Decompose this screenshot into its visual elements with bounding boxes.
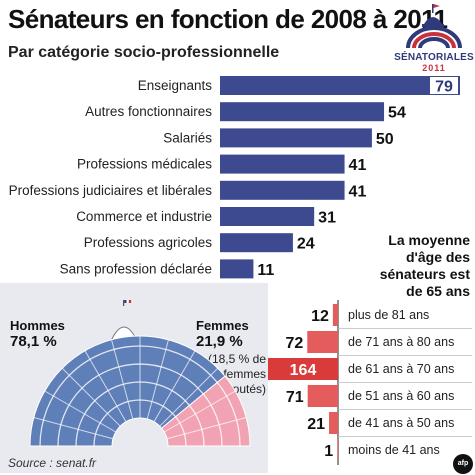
profession-bar-chart: Enseignants 79 Autres fonctionnaires 54 Sala… — [9, 76, 460, 279]
seat-aisle-line — [44, 390, 117, 433]
seat-aisle-line — [33, 417, 114, 440]
age-pyramid-chart: 12 plus de 81 ans 72 de 71 ans à 80 ans 164 d… — [268, 300, 472, 465]
age-chart-title: La moyenne d'âge des sénateurs est de 65… — [379, 232, 470, 299]
logo-year: 2011 — [422, 63, 446, 73]
seat-aisle-line — [84, 350, 127, 423]
age-bar — [337, 439, 338, 461]
age-value-label: 1 — [324, 443, 333, 460]
hemicycle-icon — [406, 26, 462, 49]
value-label: 24 — [297, 236, 315, 253]
age-bar — [307, 331, 338, 353]
age-value-label: 21 — [307, 416, 325, 433]
age-bar — [268, 358, 338, 380]
age-bar — [329, 412, 338, 434]
women-sector — [160, 375, 251, 447]
page-subtitle: Par catégorie socio-professionnelle — [8, 44, 280, 61]
women-label: Femmes — [196, 318, 249, 333]
seat-aisle-line — [61, 367, 121, 427]
profession-bar — [220, 102, 385, 122]
age-value-label: 164 — [290, 362, 317, 379]
category-label: Enseignants — [138, 78, 213, 93]
profession-bar — [220, 180, 345, 200]
profession-bar — [220, 128, 372, 148]
men-sector — [29, 335, 226, 447]
seat-aisle-line — [111, 339, 134, 420]
source-note: Source : senat.fr — [8, 456, 97, 470]
senatoriales-logo — [406, 4, 462, 49]
profession-bar — [220, 233, 293, 253]
value-label: 79 — [435, 79, 453, 96]
age-range-label: de 71 ans à 80 ans — [348, 335, 454, 349]
senate-hemicycle-chart — [29, 300, 251, 447]
category-label: Autres fonctionnaires — [85, 104, 212, 119]
age-range-label: de 61 ans à 70 ans — [348, 362, 454, 376]
value-label-box — [430, 77, 458, 94]
age-value-label: 71 — [286, 389, 304, 406]
category-label: Professions judiciaires et libérales — [9, 183, 213, 198]
value-label: 41 — [349, 157, 367, 174]
age-value-label: 12 — [311, 308, 329, 325]
senate-dome-icon — [422, 4, 444, 27]
value-label: 41 — [349, 183, 367, 200]
women-value: 21,9 % — [196, 333, 243, 350]
seat-aisle-line — [146, 339, 169, 420]
category-label: Commerce et industrie — [76, 209, 212, 224]
seat-aisle-line — [166, 417, 247, 440]
category-label: Professions agricoles — [84, 235, 213, 250]
age-range-label: moins de 41 ans — [348, 443, 440, 457]
profession-bar — [220, 76, 460, 95]
profession-bar — [220, 207, 315, 226]
category-label: Salariés — [163, 130, 212, 145]
age-bar — [307, 385, 338, 407]
value-label: 11 — [257, 262, 274, 279]
age-value-label: 72 — [285, 335, 303, 352]
value-label: 54 — [388, 105, 406, 122]
age-bar — [332, 304, 338, 326]
category-label: Sans profession déclarée — [60, 261, 212, 276]
seat-aisle-line — [153, 350, 196, 423]
afp-logo: afp — [453, 454, 473, 474]
profession-bar — [220, 154, 345, 174]
seat-aisle-line — [163, 390, 236, 433]
value-label: 50 — [376, 131, 394, 148]
logo-name: SÉNATORIALES — [394, 52, 474, 63]
men-label: Hommes — [10, 318, 65, 333]
value-label: 31 — [318, 210, 336, 227]
men-value: 78,1 % — [10, 333, 57, 350]
age-range-label: de 41 ans à 50 ans — [348, 416, 454, 430]
age-range-label: de 51 ans à 60 ans — [348, 389, 454, 403]
category-label: Professions médicales — [77, 157, 212, 172]
page-title: Sénateurs en fonction de 2008 à 2011 — [8, 4, 448, 34]
seat-aisle-line — [159, 367, 219, 427]
age-range-label: plus de 81 ans — [348, 308, 429, 322]
profession-bar — [220, 259, 254, 279]
